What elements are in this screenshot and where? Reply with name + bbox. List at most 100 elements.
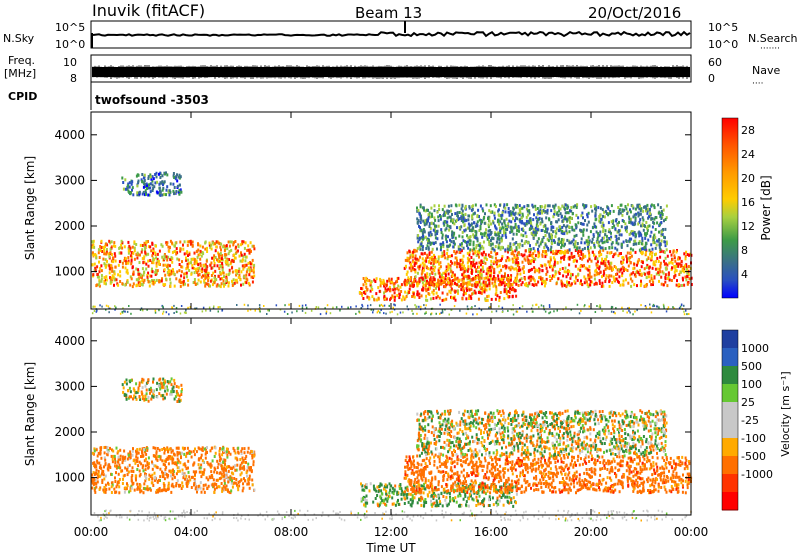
data-cell bbox=[131, 183, 133, 186]
data-cell bbox=[685, 251, 687, 254]
data-cell bbox=[558, 218, 560, 221]
data-cell bbox=[158, 280, 160, 283]
data-cell bbox=[483, 260, 485, 263]
data-cell bbox=[457, 215, 459, 218]
data-cell bbox=[469, 207, 471, 210]
power-colorbar-tick: 8 bbox=[741, 244, 748, 257]
data-cell bbox=[206, 247, 208, 250]
data-cell bbox=[217, 466, 219, 469]
data-cell bbox=[91, 487, 93, 490]
data-cell bbox=[147, 194, 149, 197]
data-cell bbox=[124, 491, 126, 494]
data-cell bbox=[139, 254, 141, 257]
data-cell bbox=[533, 266, 535, 269]
data-cell bbox=[666, 310, 668, 312]
data-cell bbox=[579, 257, 581, 260]
data-cell bbox=[126, 269, 128, 272]
data-cell bbox=[168, 470, 170, 473]
data-cell bbox=[577, 279, 579, 282]
data-cell bbox=[140, 244, 142, 247]
data-cell bbox=[472, 261, 474, 264]
data-cell bbox=[416, 217, 418, 220]
data-cell bbox=[484, 290, 486, 293]
data-cell bbox=[136, 460, 138, 463]
data-cell bbox=[512, 260, 514, 263]
data-cell bbox=[241, 447, 243, 450]
data-cell bbox=[201, 267, 203, 270]
data-cell bbox=[501, 275, 503, 278]
data-cell bbox=[640, 280, 642, 283]
data-cell bbox=[105, 265, 107, 268]
data-cell bbox=[213, 254, 215, 257]
data-cell bbox=[173, 192, 175, 195]
data-cell bbox=[177, 479, 179, 482]
data-cell bbox=[487, 299, 489, 302]
data-cell bbox=[168, 313, 170, 315]
data-cell bbox=[612, 268, 614, 271]
data-cell bbox=[592, 226, 594, 229]
data-cell bbox=[397, 277, 399, 280]
data-cell bbox=[144, 246, 146, 249]
data-cell bbox=[148, 456, 150, 459]
data-cell bbox=[228, 281, 230, 284]
data-cell bbox=[476, 215, 478, 218]
data-cell bbox=[545, 210, 547, 213]
data-cell bbox=[198, 267, 200, 270]
data-cell bbox=[237, 488, 239, 491]
data-cell bbox=[504, 272, 506, 275]
data-cell bbox=[115, 307, 117, 309]
data-cell bbox=[627, 282, 629, 285]
data-cell bbox=[488, 295, 490, 298]
data-cell bbox=[418, 306, 420, 308]
data-cell bbox=[220, 243, 222, 246]
data-cell bbox=[519, 243, 521, 246]
data-cell bbox=[678, 273, 680, 276]
data-cell bbox=[421, 273, 423, 276]
data-cell bbox=[480, 232, 482, 235]
data-cell bbox=[447, 268, 449, 271]
data-cell bbox=[635, 243, 637, 246]
data-cell bbox=[432, 280, 434, 283]
data-cell bbox=[444, 285, 446, 288]
data-cell bbox=[550, 258, 552, 261]
data-cell bbox=[425, 295, 427, 298]
data-cell bbox=[439, 313, 441, 315]
data-cell bbox=[685, 310, 687, 312]
data-cell bbox=[603, 237, 605, 240]
data-cell bbox=[513, 226, 515, 229]
data-cell bbox=[633, 283, 635, 286]
data-cell bbox=[525, 240, 527, 243]
noise-left-tick-bottom: 10^0 bbox=[55, 38, 85, 51]
data-cell bbox=[167, 264, 169, 267]
data-cell bbox=[519, 273, 521, 276]
power-heatmap bbox=[91, 171, 693, 315]
data-cell bbox=[134, 258, 136, 261]
data-cell bbox=[464, 270, 466, 273]
power-colorbar-tick: 12 bbox=[741, 220, 755, 233]
data-cell bbox=[468, 223, 470, 226]
data-cell bbox=[125, 188, 127, 191]
data-cell bbox=[93, 306, 95, 308]
data-cell bbox=[454, 282, 456, 285]
data-cell bbox=[113, 488, 115, 491]
data-cell bbox=[120, 244, 122, 247]
data-cell bbox=[416, 313, 418, 315]
data-cell bbox=[535, 231, 537, 234]
data-cell bbox=[537, 228, 539, 231]
data-cell bbox=[253, 275, 255, 278]
data-cell bbox=[173, 305, 175, 307]
data-cell bbox=[367, 288, 369, 291]
data-cell bbox=[100, 264, 102, 267]
data-cell bbox=[253, 245, 255, 248]
data-cell bbox=[488, 272, 490, 275]
data-cell bbox=[599, 250, 601, 253]
data-cell bbox=[604, 215, 606, 218]
data-cell bbox=[452, 245, 454, 248]
data-cell bbox=[538, 306, 540, 308]
data-cell bbox=[569, 221, 571, 224]
data-cell bbox=[182, 248, 184, 251]
data-cell bbox=[544, 224, 546, 227]
data-cell bbox=[508, 295, 510, 298]
data-cell bbox=[469, 248, 471, 251]
data-cell bbox=[524, 283, 526, 286]
